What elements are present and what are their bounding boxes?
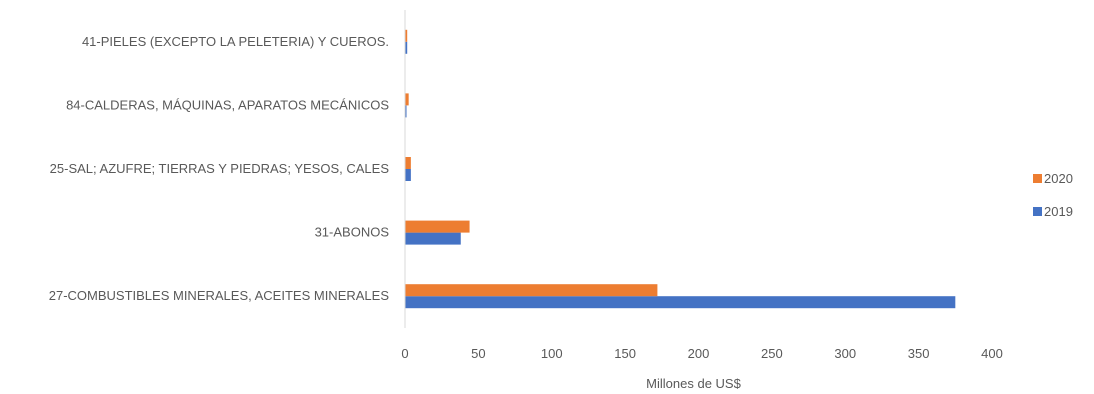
bar-2019 [405, 296, 956, 309]
bar-2020 [405, 284, 658, 297]
x-tick-label: 150 [614, 346, 636, 361]
x-tick-label: 300 [834, 346, 856, 361]
x-tick-label: 50 [471, 346, 485, 361]
x-tick-labels: 0 50 100 150 200 250 300 350 400 [401, 346, 1002, 361]
legend-swatch-2020 [1033, 174, 1042, 183]
bar-2020 [405, 220, 470, 233]
category-label: 27-COMBUSTIBLES MINERALES, ACEITES MINER… [49, 288, 390, 303]
category-labels: 27-COMBUSTIBLES MINERALES, ACEITES MINER… [49, 34, 390, 303]
bar-2019 [405, 232, 461, 245]
x-tick-label: 200 [688, 346, 710, 361]
category-label: 31-ABONOS [315, 225, 390, 240]
legend-swatch-2019 [1033, 207, 1042, 216]
legend-label: 2019 [1044, 204, 1073, 219]
legend: 2020 2019 [1033, 171, 1073, 219]
legend-label: 2020 [1044, 171, 1073, 186]
category-label: 25-SAL; AZUFRE; TIERRAS Y PIEDRAS; YESOS… [50, 161, 390, 176]
bar-2019 [405, 105, 407, 118]
x-tick-label: 400 [981, 346, 1003, 361]
bar-2019 [405, 169, 411, 181]
bar-2019 [405, 41, 408, 54]
x-tick-label: 250 [761, 346, 783, 361]
x-tick-label: 350 [908, 346, 930, 361]
bar-2020 [405, 29, 408, 42]
bar-2020 [405, 93, 409, 106]
bars [405, 29, 956, 309]
x-tick-label: 0 [401, 346, 408, 361]
category-label: 41-PIELES (EXCEPTO LA PELETERIA) Y CUERO… [82, 34, 389, 49]
category-label: 84-CALDERAS, MÁQUINAS, APARATOS MECÁNICO… [66, 97, 389, 112]
x-axis-title: Millones de US$ [646, 376, 741, 391]
x-tick-label: 100 [541, 346, 563, 361]
bar-2020 [405, 157, 411, 169]
